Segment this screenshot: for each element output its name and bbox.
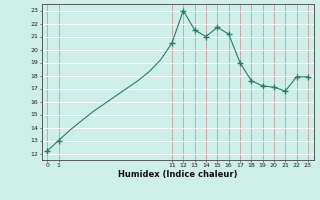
X-axis label: Humidex (Indice chaleur): Humidex (Indice chaleur) (118, 170, 237, 179)
